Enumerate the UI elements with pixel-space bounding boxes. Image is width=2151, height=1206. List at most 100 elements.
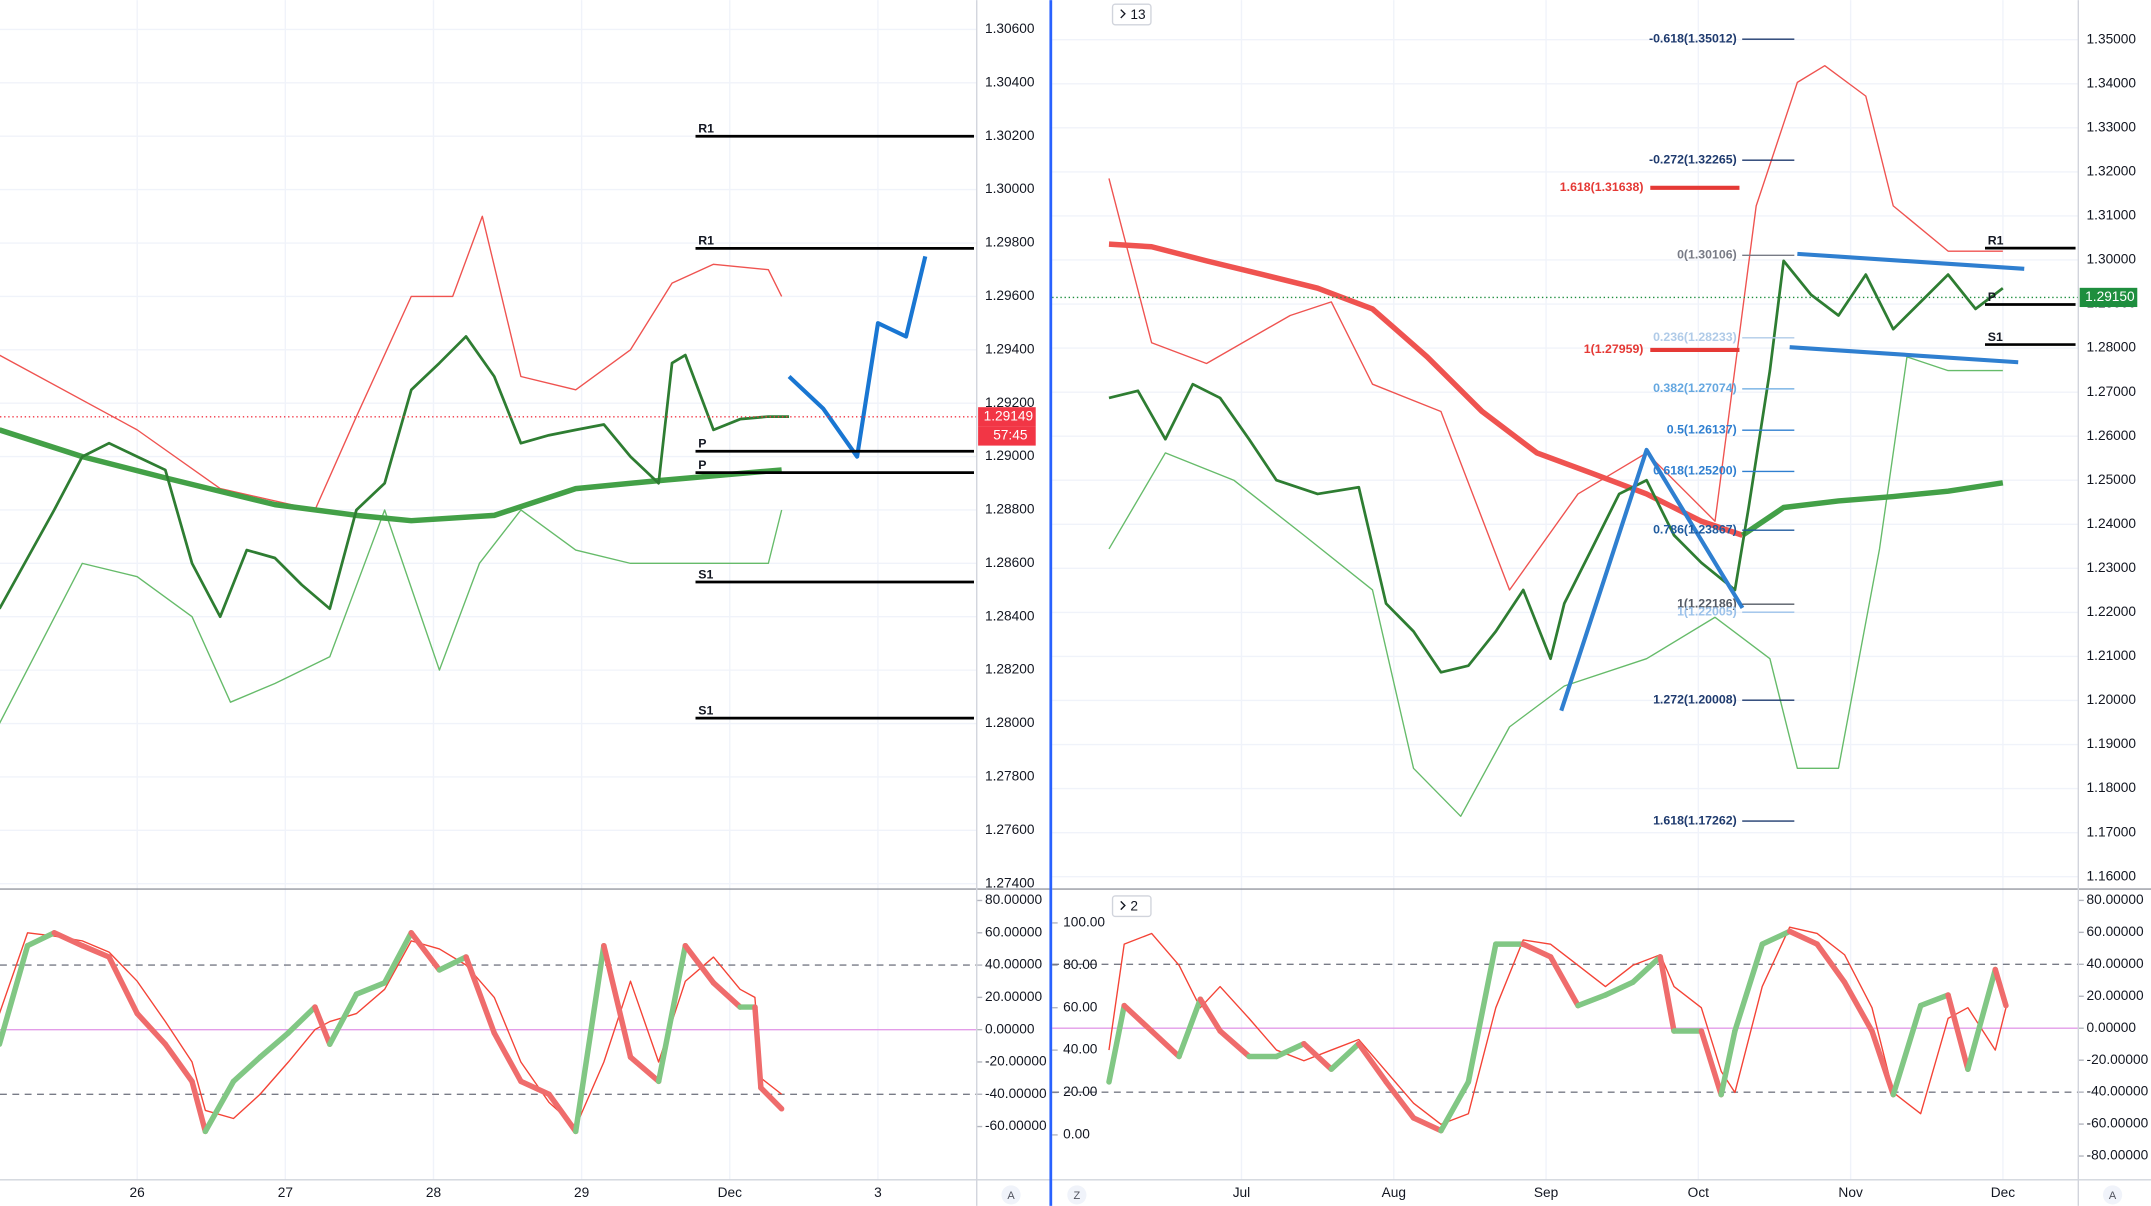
y-tick-label: 1.35000 [2087,31,2137,46]
oscillator-segment [491,1030,524,1085]
y-tick-label: 1.28000 [985,715,1035,730]
y-tick-label: 1.27000 [2087,384,2137,399]
marks-layer [0,38,2079,1135]
series-line [0,427,782,524]
series-line [1108,356,2003,818]
series-line [0,335,790,619]
oscillator-segment [285,1004,318,1036]
corner-button[interactable] [1067,1185,1087,1205]
x-tick-label: Jul [1233,1185,1251,1200]
pivot-label: R1 [698,234,714,248]
series-line [787,255,928,459]
pivot-label: P [698,437,706,451]
y-tick-label: -20.00000 [985,1054,1047,1069]
x-tick-label: 26 [130,1185,146,1200]
oscillator-segment [682,942,717,986]
oscillator-segment [1869,1028,1897,1098]
pivot-label: S1 [698,567,713,581]
corner-button[interactable] [2102,1185,2123,1205]
y2-tick-label: -40.00000 [2087,1084,2149,1099]
oscillator-segment [601,942,634,1060]
oscillator-segment [1273,1041,1307,1060]
fib-label: -0.272(1.32265) [1649,152,1737,166]
oscillator-segment [1814,941,1848,986]
oscillator-segment [1148,1028,1182,1060]
oscillator-segment [1992,966,2009,1009]
y-tick-label: 1.16000 [2087,868,2137,883]
oscillator-segment [1575,992,1609,1009]
x-tick-label: Dec [718,1185,743,1200]
chevron-icon [1120,900,1126,911]
y-tick-label: 80.00000 [985,892,1043,907]
oscillator-segment [312,1004,333,1047]
oscillator-segment [1732,941,1766,1034]
y2-tick-label: 20.00000 [2087,988,2145,1003]
pivot-label: R1 [1988,233,2004,247]
y-tick-label: 100.00 [1063,915,1105,930]
pivot-label: R1 [698,122,714,136]
oscillator-segment [162,1041,195,1085]
series-line [0,932,783,1128]
series-line [1108,259,2004,674]
oscillator-segment [51,930,86,949]
corner-button[interactable] [1001,1185,1021,1205]
oscillator-segment [79,942,112,960]
y-tick-label: 40.00 [1063,1042,1098,1057]
y-tick-label: 1.32000 [2087,164,2137,179]
fib-label: 0.618(1.25200) [1653,464,1737,478]
y-tick-label: 60.00 [1063,999,1098,1014]
oscillator-segment [1630,954,1664,986]
y-tick-label: 1.25000 [2087,472,2137,487]
y-tick-label: 20.00000 [985,989,1043,1004]
y-tick-label: 1.19000 [2087,736,2137,751]
y-tick-label: 1.30400 [985,74,1035,89]
y-tick-label: 1.30200 [985,128,1035,143]
x-tick-label: Aug [1382,1185,1406,1200]
oscillator-segment [1759,928,1793,947]
y-tick-label: -40.00000 [985,1086,1047,1101]
y-tick-label: 1.29200 [985,395,1035,410]
price-box [978,407,1036,427]
countdown-box [978,426,1036,446]
study-toggle[interactable] [1111,3,1152,26]
oscillator-segment [436,954,469,973]
corner-label: A [1007,1190,1015,1202]
oscillator-segment [1121,1002,1155,1034]
y2-tick-label: -20.00000 [2087,1052,2149,1067]
series-line [1108,926,2007,1125]
series-line [1789,345,2019,365]
oscillator-segment [1890,1002,1924,1098]
oscillator-segment [463,954,497,1036]
fib-label: 1.272(1.20008) [1653,692,1737,706]
fib-label: 0.382(1.27074) [1653,381,1737,395]
series-line [1108,64,2003,591]
y2-tick-label: -80.00000 [2087,1148,2149,1163]
y-tick-label: 1.30000 [985,181,1035,196]
price-label: 1.29149 [984,408,1034,423]
y-tick-label: 20.00 [1063,1084,1098,1099]
oscillator-segment [202,1078,237,1135]
y-tick-label: 1.31000 [2087,208,2137,223]
oscillator-segment [1602,979,1636,998]
study-toggle[interactable] [1111,895,1152,918]
oscillator-segment [1465,941,1499,1085]
y-tick-label: 1.18000 [2087,780,2137,795]
oscillator-segment [353,980,388,997]
oscillator-segment [1355,1041,1389,1085]
y-tick-label: 1.30000 [2087,252,2137,267]
y-tick-label: 1.26000 [2087,428,2137,443]
fib-label: 0.786(1.23867) [1653,522,1737,536]
oscillator-segment [655,942,689,1085]
oscillator-segment [24,930,57,949]
fib-label: 1(1.27959) [1584,342,1644,356]
oscillator-segment [1841,979,1875,1034]
price-box [2079,287,2138,308]
y-tick-label: 1.30600 [985,21,1035,36]
fib-label: 0.236(1.28233) [1653,330,1737,344]
x-tick-label: Oct [1688,1185,1710,1200]
y-tick-label: 1.23000 [2087,560,2137,575]
oscillator-segment [1657,954,1677,1034]
grid-layer [0,0,2084,1180]
